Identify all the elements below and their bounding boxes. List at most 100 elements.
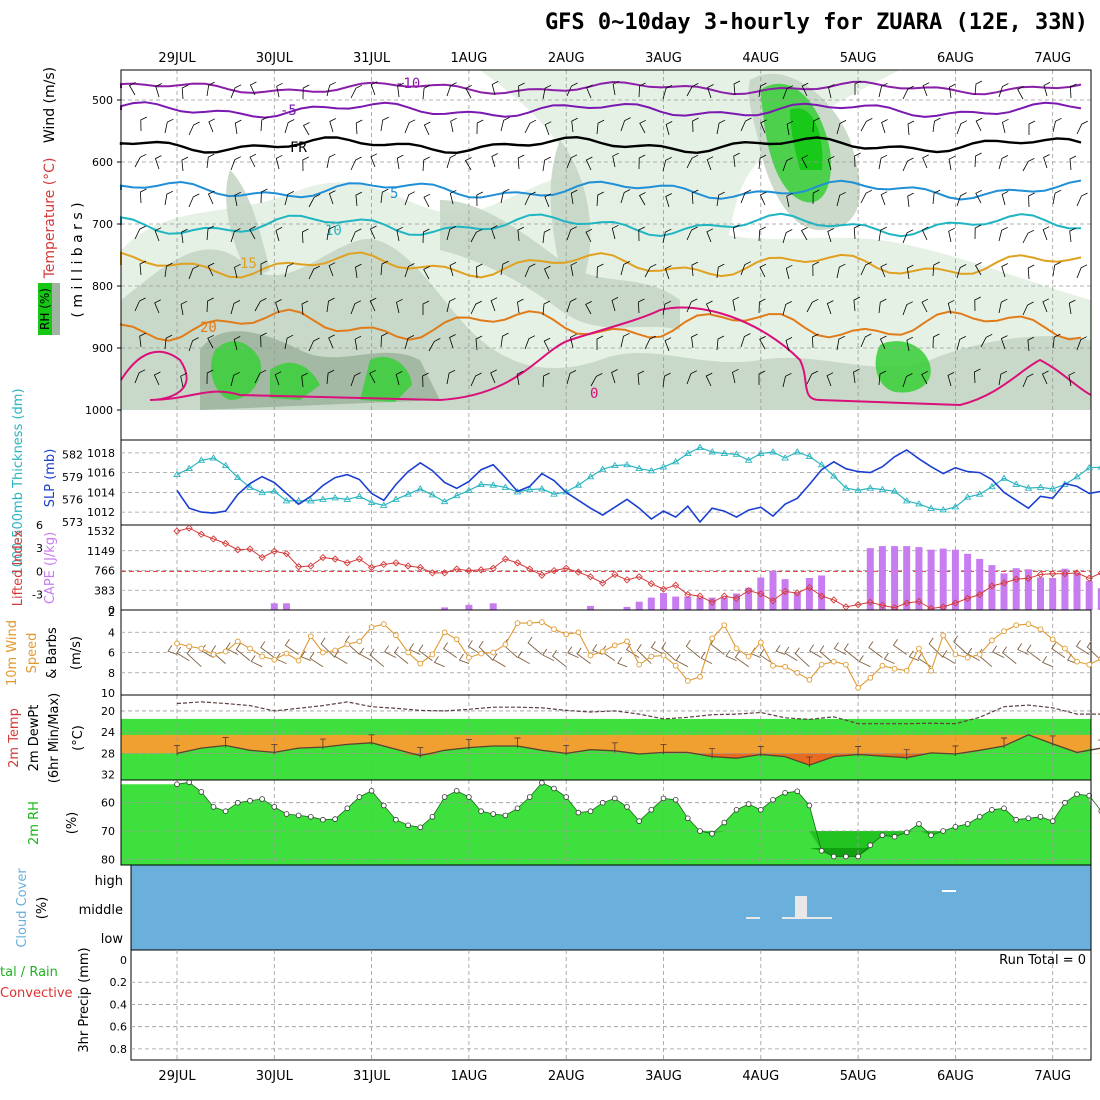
slp-tick-label: 1018 — [87, 447, 115, 460]
wind-barb — [1022, 158, 1035, 172]
wind-speed-point — [247, 645, 253, 652]
cloud-panel — [130, 864, 1092, 951]
lifted-index-point — [404, 562, 412, 570]
wind-barb — [284, 191, 294, 206]
rh2m-point — [660, 795, 667, 802]
thickness-point — [635, 464, 643, 472]
wind-barb — [181, 228, 188, 244]
date-label-bottom: 2AUG — [548, 1069, 585, 1084]
wind-barb — [570, 333, 577, 349]
wind-barb — [370, 81, 378, 96]
wind-barb — [517, 226, 525, 242]
wind-barb — [576, 647, 591, 664]
wind-barb — [892, 639, 907, 655]
wind-barb — [301, 300, 309, 316]
wind-barb — [302, 84, 310, 100]
rh2m-point — [709, 830, 715, 837]
wind-barb — [1076, 192, 1088, 207]
wind-barb — [139, 332, 146, 348]
wind-barb — [808, 644, 822, 658]
wind-barb — [686, 154, 699, 169]
wind-barb — [423, 121, 431, 136]
wind-barb — [853, 224, 861, 240]
wind-barb — [1027, 264, 1035, 280]
wind-barb — [854, 152, 861, 168]
cape-bar — [465, 604, 473, 610]
cape-bar — [964, 553, 972, 610]
lifted-index-point — [1036, 570, 1045, 579]
date-label-bottom: 30JUL — [256, 1069, 294, 1084]
wind-barb — [806, 298, 819, 313]
thickness-point — [598, 465, 607, 472]
wind-barb — [154, 227, 162, 242]
rh2m-point — [417, 824, 424, 831]
wind-barb — [380, 332, 388, 348]
rh2m-axis-label: 2m RH — [27, 801, 42, 845]
cape-bar — [903, 546, 911, 610]
wind-barb — [260, 188, 268, 204]
rh2m-point — [721, 819, 728, 826]
wind-barb — [998, 226, 1008, 242]
wind-barb — [380, 188, 389, 204]
wind-speed-point — [283, 650, 290, 657]
wind-barb — [491, 81, 499, 96]
wind-barb — [826, 300, 834, 315]
wind-barb — [491, 153, 498, 168]
cape-bar — [1085, 581, 1093, 610]
wind-barb — [1068, 371, 1076, 387]
wind-barb — [801, 154, 808, 169]
thickness-point — [611, 461, 619, 469]
wind-barb — [880, 191, 888, 206]
rh2m-point — [891, 833, 898, 840]
thickness-tick-label: 573 — [62, 516, 83, 529]
thickness-point — [586, 472, 595, 480]
thickness-point — [392, 495, 400, 502]
wind-barb — [1041, 370, 1049, 385]
wind-barb — [188, 265, 200, 280]
wind-barb — [974, 80, 983, 96]
cape-bar — [878, 546, 886, 610]
wind-barb — [956, 120, 968, 135]
wind-barb — [396, 154, 404, 170]
wind-barb — [467, 640, 482, 655]
wind-axis-label: Speed — [25, 633, 40, 674]
lifted-index-point — [708, 598, 716, 606]
wind-barb — [1052, 333, 1061, 349]
t2m-axis-label: (6hr Min/Max) — [47, 693, 62, 783]
rh2m-point — [222, 808, 229, 814]
millibars-axis-label: ( m i l l i b a r s ) — [70, 202, 86, 317]
wind-barb — [274, 371, 282, 386]
wind-barb — [836, 263, 846, 279]
date-label-top: 29JUL — [158, 51, 196, 66]
rh2m-point — [757, 806, 764, 813]
rh2m-point — [672, 796, 679, 803]
thickness-point — [902, 497, 911, 504]
thickness-point — [538, 485, 546, 492]
thickness-point — [866, 484, 875, 491]
wind-barb — [188, 121, 200, 136]
wind-barb — [516, 370, 524, 386]
wind-barb — [308, 337, 320, 352]
wind-barb — [180, 300, 188, 316]
thickness-point — [817, 460, 826, 468]
wind-barb — [395, 371, 403, 386]
wind-barb — [638, 192, 646, 206]
wind-barb — [921, 298, 929, 313]
run-total-label: Run Total = 0 — [999, 953, 1086, 968]
isotherm-10 — [120, 212, 1082, 238]
t2m-axis-label: (°C) — [71, 725, 86, 751]
rh2m-point — [551, 785, 557, 792]
wind-barb — [490, 369, 497, 384]
thickness-point — [684, 449, 692, 456]
t2m-minmax-bar — [319, 738, 326, 750]
wind-barb — [207, 262, 215, 277]
precip-axis-label: 3hr Precip (mm) — [77, 947, 92, 1052]
wind-barb — [543, 265, 551, 280]
wind-barb — [836, 120, 847, 135]
t2m-minmax-bar — [709, 748, 716, 759]
wind-barb — [1041, 656, 1053, 668]
wind-speed-point — [770, 662, 776, 669]
wind-barb — [234, 119, 242, 135]
wind-barb — [662, 228, 672, 244]
